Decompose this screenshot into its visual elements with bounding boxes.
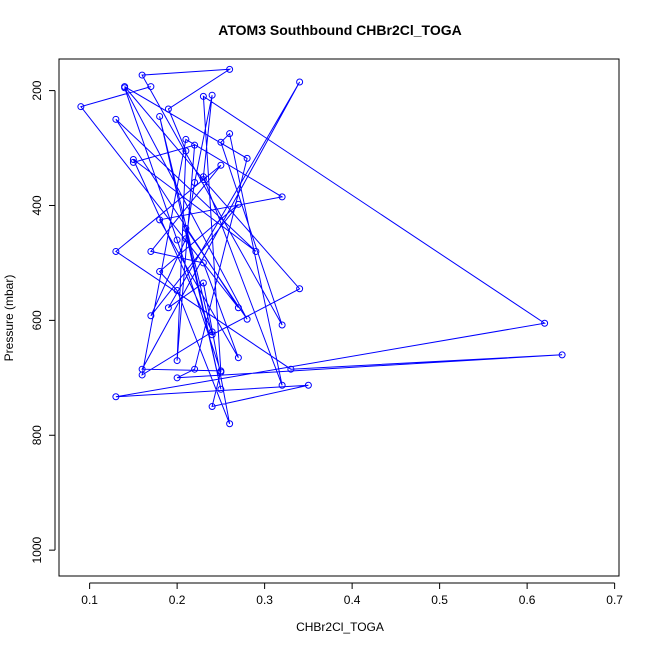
data-point	[243, 315, 251, 323]
plot-frame	[58, 58, 620, 577]
data-point	[147, 247, 155, 255]
data-point	[234, 200, 242, 208]
data-point	[156, 268, 164, 276]
x-tick-label: 0.6	[519, 593, 536, 607]
data-point	[164, 304, 172, 312]
data-point	[156, 216, 164, 224]
data-point	[226, 65, 234, 73]
y-tick-label: 600	[30, 310, 44, 330]
series-line	[80, 68, 563, 424]
data-point	[296, 285, 304, 293]
x-tick-label: 0.1	[81, 593, 98, 607]
data-point	[234, 304, 242, 312]
y-tick-label: 200	[30, 80, 44, 100]
data-point	[558, 351, 566, 359]
data-point	[182, 235, 190, 243]
data-point	[182, 147, 190, 155]
data-point	[304, 381, 312, 389]
data-point	[243, 154, 251, 162]
data-point	[208, 331, 216, 339]
data-point	[278, 193, 286, 201]
y-tick-label: 1000	[30, 536, 44, 563]
data-point	[112, 115, 120, 123]
data-point	[173, 287, 181, 295]
data-point	[121, 84, 129, 92]
y-axis: 200 400 600 800 1000	[30, 80, 56, 564]
data-point	[208, 328, 216, 336]
data-point	[252, 247, 260, 255]
data-point	[156, 112, 164, 120]
data-point	[138, 365, 146, 373]
data-point	[234, 354, 242, 362]
data-point	[199, 279, 207, 287]
x-axis-label: CHBr2Cl_TOGA	[296, 620, 384, 634]
data-point	[164, 105, 172, 113]
data-point	[287, 365, 295, 373]
y-tick-label: 800	[30, 425, 44, 445]
data-point	[296, 78, 304, 86]
data-point	[173, 374, 181, 382]
data-point	[77, 103, 85, 111]
data-point	[173, 357, 181, 365]
x-tick-label: 0.4	[344, 593, 361, 607]
chart-title: ATOM3 Southbound CHBr2Cl_TOGA	[218, 22, 461, 38]
x-tick-label: 0.2	[169, 593, 186, 607]
data-point	[217, 161, 225, 169]
data-point	[173, 236, 181, 244]
data-point	[278, 381, 286, 389]
plot-area	[77, 65, 566, 428]
x-axis: 0.1 0.2 0.3 0.4 0.5 0.6 0.7	[81, 582, 623, 607]
data-point	[191, 141, 199, 149]
data-point	[147, 312, 155, 320]
data-point	[208, 403, 216, 411]
data-point	[208, 91, 216, 99]
data-point	[199, 173, 207, 181]
data-point	[226, 130, 234, 138]
data-point	[129, 156, 137, 164]
data-point	[182, 135, 190, 143]
data-point	[199, 176, 207, 184]
data-point	[147, 83, 155, 91]
data-point	[278, 321, 286, 329]
data-point	[217, 385, 225, 393]
data-point	[226, 420, 234, 428]
data-point	[138, 71, 146, 79]
data-point	[182, 224, 190, 232]
data-point	[191, 179, 199, 187]
x-tick-label: 0.5	[431, 593, 448, 607]
data-point	[217, 138, 225, 146]
x-tick-label: 0.7	[606, 593, 623, 607]
y-tick-label: 400	[30, 195, 44, 215]
data-point	[112, 247, 120, 255]
x-tick-label: 0.3	[256, 593, 273, 607]
data-point	[199, 259, 207, 267]
data-point	[217, 367, 225, 375]
y-axis-label: Pressure (mbar)	[2, 275, 16, 362]
data-point	[191, 365, 199, 373]
data-point	[541, 319, 549, 327]
data-point	[112, 393, 120, 401]
data-point	[199, 92, 207, 100]
data-point	[129, 158, 137, 166]
